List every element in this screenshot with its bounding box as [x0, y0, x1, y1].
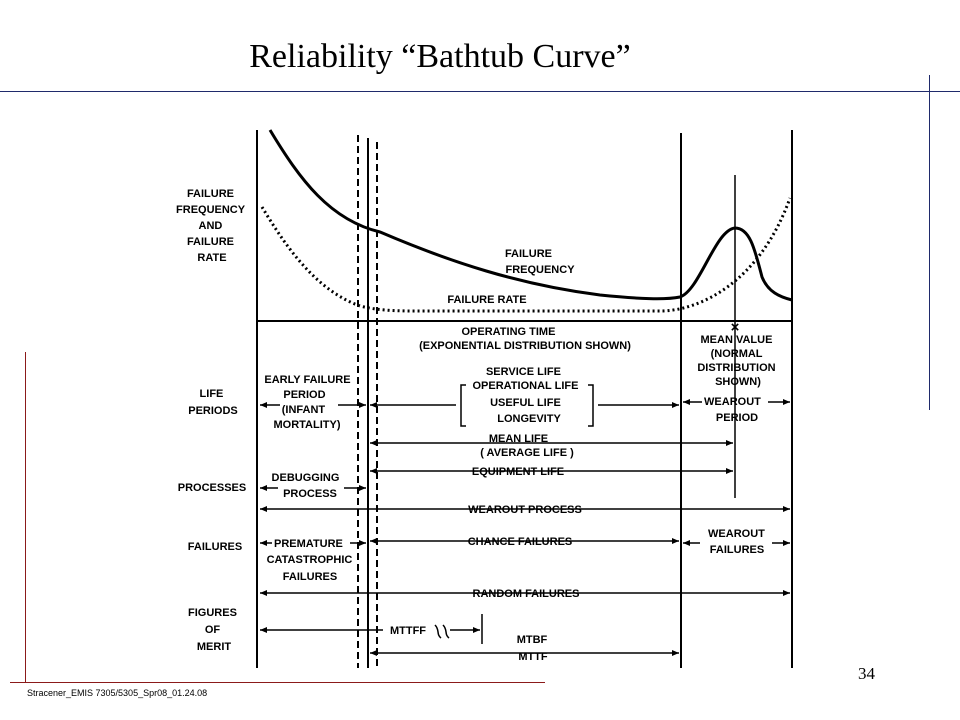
service-life-right-bracket: [588, 384, 594, 427]
slide-title: Reliability “Bathtub Curve”: [249, 38, 631, 75]
label-service-life: SERVICE LIFE OPERATIONAL LIFE USEFUL LIF…: [473, 366, 582, 425]
service-life-left-bracket: [460, 384, 466, 427]
label-mtbf: MTBF: [517, 634, 548, 646]
title-underline: [0, 91, 960, 92]
footer-rule: [10, 682, 545, 683]
label-processes: PROCESSES: [178, 482, 246, 494]
mean-marker: ×: [731, 319, 740, 336]
label-early-failure-period: EARLY FAILURE PERIOD (INFANT MORTALITY): [264, 374, 353, 431]
label-equipment-life: EQUIPMENT LIFE: [472, 466, 564, 478]
label-life-periods: LIFE PERIODS: [188, 388, 238, 417]
label-mean-life: MEAN LIFE ( AVERAGE LIFE ): [480, 433, 574, 459]
label-wearout-failures: WEAROUT FAILURES: [708, 528, 768, 556]
page-number: 34: [858, 664, 875, 683]
label-mean-value: MEAN VALUE (NORMAL DISTRIBUTION SHOWN): [697, 334, 778, 388]
left-vertical-rule: [25, 352, 26, 682]
label-chance-failures: CHANCE FAILURES: [468, 536, 573, 548]
label-random-failures: RANDOM FAILURES: [473, 588, 580, 600]
label-mttff: MTTFF: [390, 625, 426, 637]
footer-text: Stracener_EMIS 7305/5305_Spr08_01.24.08: [27, 688, 208, 698]
failure-rate-curve: [260, 197, 792, 313]
label-failure-frequency-and-rate: FAILURE FREQUENCY AND FAILURE RATE: [176, 188, 248, 264]
label-failure-frequency: FAILURE FREQUENCY: [505, 248, 575, 276]
right-vertical-rule: [929, 75, 930, 410]
label-figures-of-merit: FIGURES OF MERIT: [188, 607, 240, 653]
label-wearout-period: WEAROUT PERIOD: [704, 396, 764, 424]
mttff-break-mark: [434, 624, 450, 639]
label-wearout-process: WEAROUT PROCESS: [468, 504, 582, 516]
label-failure-rate: FAILURE RATE: [447, 294, 526, 306]
label-premature-failures: PREMATURE CATASTROPHIC FAILURES: [267, 538, 356, 583]
label-failures: FAILURES: [188, 541, 242, 553]
label-operating-time: OPERATING TIME (EXPONENTIAL DISTRIBUTION…: [419, 326, 631, 352]
label-debugging-process: DEBUGGING PROCESS: [272, 472, 343, 500]
